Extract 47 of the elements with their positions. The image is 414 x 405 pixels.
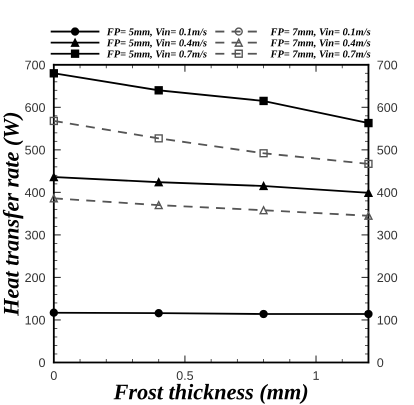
y2-tick-label: 700 [377, 60, 398, 70]
point [259, 310, 268, 318]
point [259, 96, 268, 106]
legend-label: FP= 7mm, Vin= 0.7m/s [270, 50, 370, 59]
legend-label: FP= 7mm, Vin= 0.1m/s [270, 28, 370, 37]
point [154, 200, 163, 210]
point [364, 160, 373, 168]
point [154, 134, 163, 143]
y-tick-label: 300 [25, 230, 45, 240]
y2-tick-label: 0 [377, 358, 384, 368]
y2-tick-label: 100 [378, 316, 398, 325]
y-tick-label: 700 [25, 60, 45, 70]
point [50, 308, 58, 317]
x-axis-title: Frost thickness (mm) [114, 384, 308, 404]
y2-tick-label: 300 [377, 230, 398, 240]
y-tick-label: 400 [24, 188, 45, 198]
legend-label: FP= 5mm, Vin= 0.4m/s [106, 39, 207, 48]
y2-tick-label: 400 [377, 188, 398, 198]
x-tick-label: 0.5 [176, 371, 194, 380]
y2-tick-label: 500 [377, 146, 398, 154]
y-tick-label: 100 [26, 316, 45, 325]
point [259, 206, 268, 214]
point [154, 178, 163, 186]
point [364, 118, 373, 128]
point [50, 69, 58, 78]
y2-tick-label: 600 [377, 103, 398, 112]
legend-label: FP= 7mm, Vin= 0.4m/s [270, 39, 370, 48]
x-tick-label: 0 [50, 371, 57, 380]
point [154, 86, 163, 94]
point [50, 194, 58, 202]
point [259, 182, 268, 190]
y-tick-label: 600 [25, 103, 45, 112]
point [154, 308, 163, 318]
y-axis-title: Heat transfer rate (W) [2, 112, 24, 316]
legend-label: FP= 5mm, Vin= 0.7m/s [106, 50, 207, 59]
point [364, 310, 373, 318]
point [259, 149, 268, 158]
point [50, 116, 58, 126]
point [50, 172, 58, 182]
y-tick-label: 200 [25, 273, 45, 282]
point [364, 212, 373, 220]
y-tick-label: 0 [39, 358, 45, 368]
y2-tick-label: 200 [377, 273, 398, 282]
y-tick-label: 500 [25, 146, 45, 154]
x-tick-label: 1 [314, 371, 319, 380]
legend-label: FP= 5mm, Vin= 0.1m/s [106, 28, 207, 37]
point [364, 188, 373, 197]
